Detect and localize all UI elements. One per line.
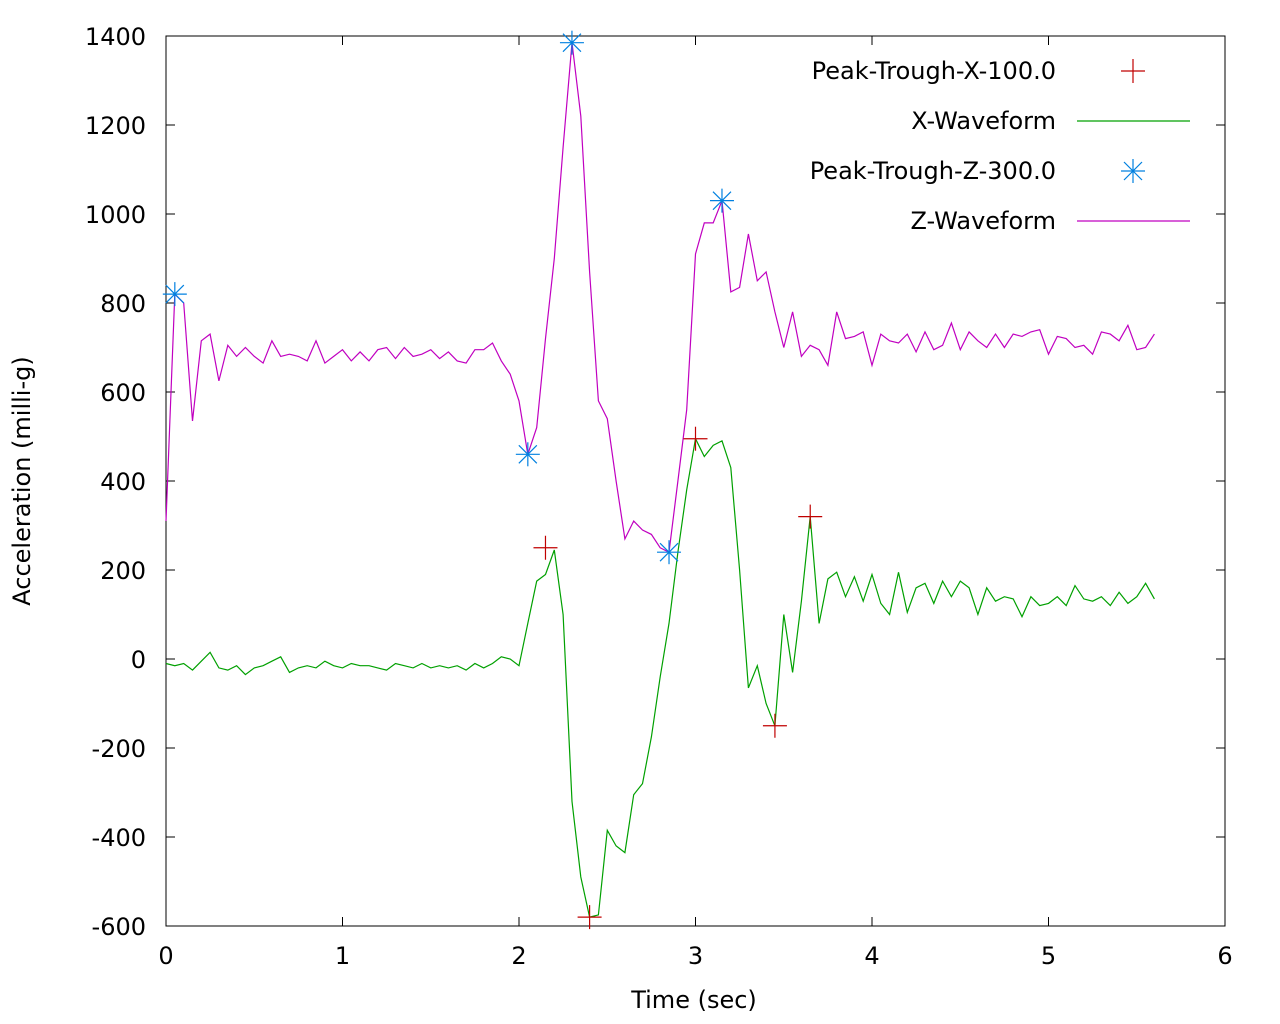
x-axis-label: Time (sec) xyxy=(630,986,757,1014)
legend-label: Peak-Trough-X-100.0 xyxy=(812,57,1056,85)
x-waveform-line xyxy=(165,436,1155,918)
x-tick-label: 0 xyxy=(158,942,173,970)
x-tick-label: 6 xyxy=(1217,942,1232,970)
peak-trough-z-300-0-marker xyxy=(559,30,584,55)
x-tick-label: 1 xyxy=(335,942,350,970)
plot-border xyxy=(165,35,1226,927)
x-tick-label: 2 xyxy=(511,942,526,970)
y-tick-label: -200 xyxy=(92,735,146,763)
peak-trough-z-300-0-marker xyxy=(162,282,187,307)
y-tick-label: 0 xyxy=(131,646,146,674)
legend-label: X-Waveform xyxy=(911,107,1056,135)
peak-trough-z-300-0-marker xyxy=(515,442,540,467)
y-axis-label: Acceleration (milli-g) xyxy=(8,356,36,605)
legend: Peak-Trough-X-100.0 X-Waveform Peak-Trough… xyxy=(810,57,1190,235)
peak-trough-x-100-0-marker xyxy=(798,504,823,529)
y-tick-label: 800 xyxy=(100,290,146,318)
legend-label: Peak-Trough-Z-300.0 xyxy=(810,157,1056,185)
y-tick-label: -600 xyxy=(92,913,146,941)
legend-marker-sample xyxy=(1121,59,1145,83)
peak-trough-z-300-0-marker xyxy=(709,188,734,213)
y-tick-label: -400 xyxy=(92,824,146,852)
legend-marker-sample xyxy=(1121,159,1145,183)
peak-trough-x-100-0-marker xyxy=(762,713,787,738)
peak-trough-x-100-0-marker xyxy=(683,426,708,451)
series-layer xyxy=(162,30,1155,930)
y-tick-label: 1000 xyxy=(85,201,146,229)
legend-label: Z-Waveform xyxy=(910,207,1056,235)
peak-trough-x-100-0-marker xyxy=(533,535,558,560)
x-tick-label: 5 xyxy=(1041,942,1056,970)
plot-frame xyxy=(165,35,1226,927)
y-tick-label: 200 xyxy=(100,557,146,585)
peak-trough-x-100-0-marker xyxy=(577,905,602,930)
peak-trough-z-300-0-marker xyxy=(657,540,682,565)
x-tick-label: 3 xyxy=(688,942,703,970)
y-tick-label: 400 xyxy=(100,468,146,496)
y-tick-label: 600 xyxy=(100,379,146,407)
x-tick-label: 4 xyxy=(864,942,879,970)
y-tick-label: 1400 xyxy=(85,23,146,51)
axis-ticks: 0 1 2 3 4 5 6 -600 -400 -200 0 200 400 600 800 1000 1200… xyxy=(85,23,1233,970)
y-tick-label: 1200 xyxy=(85,112,146,140)
z-waveform-line xyxy=(165,42,1155,554)
